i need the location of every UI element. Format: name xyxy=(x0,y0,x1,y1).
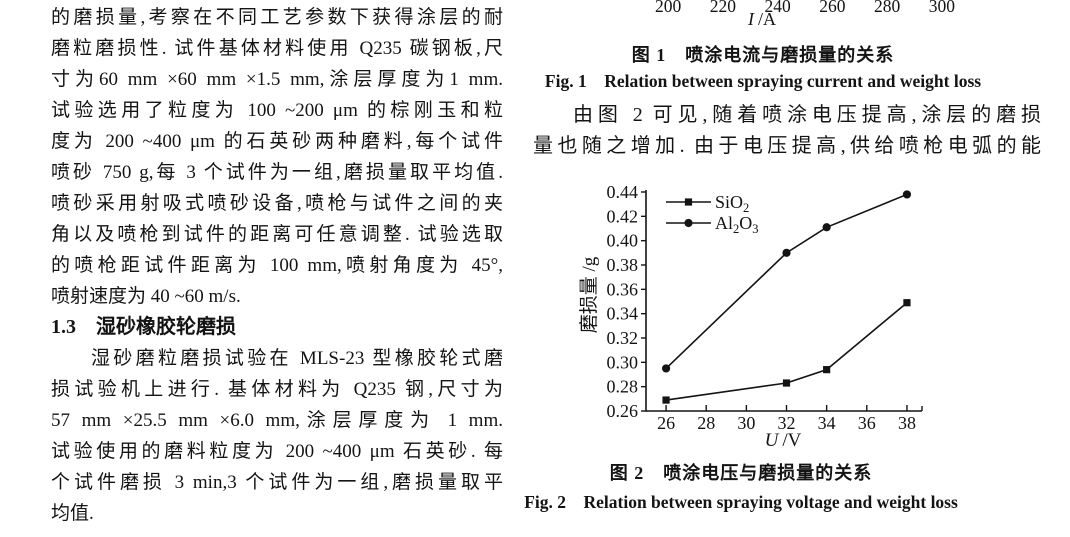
x-tick-label: 28 xyxy=(697,413,715,433)
point-Al2O3 xyxy=(822,223,831,232)
text-line: 喷射速度为 40 ~60 m/s. xyxy=(51,286,241,307)
fig2-caption-zh: 图 2 喷涂电压与磨损量的关系 xyxy=(609,463,873,483)
y-tick-label: 0.26 xyxy=(607,401,639,421)
fig1-x-tick-label: 200 xyxy=(655,0,682,16)
y-tick-label: 0.32 xyxy=(607,328,639,348)
fig1-x-tick-label: 260 xyxy=(819,0,846,16)
text-line: 均值. xyxy=(51,503,94,524)
y-tick-label: 0.30 xyxy=(607,352,639,372)
text-line: 量也随之增加. 由于电压提高,供给喷枪电弧的能 xyxy=(533,135,1041,157)
y-tick-label: 0.28 xyxy=(607,377,639,397)
point-SiO2 xyxy=(782,379,791,387)
x-tick-label: 30 xyxy=(737,413,755,433)
text-line: 度为 200 ~400 μm 的石英砂两种磨料,每个试件 xyxy=(51,131,503,152)
x-tick-label: 26 xyxy=(657,413,675,433)
x-axis-title: U/V xyxy=(765,430,802,451)
text-line: 个试件磨损 3 min,3 个试件为一组,磨损量取平 xyxy=(51,472,503,493)
point-Al2O3 xyxy=(902,190,912,199)
text-line: 的喷枪距试件距离为 100 mm,喷射角度为 45°, xyxy=(51,255,503,276)
text-line: 喷砂 750 g,每 3 个试件为一组,磨损量取平均值. xyxy=(51,162,503,183)
x-tick-label: 32 xyxy=(778,413,796,433)
text-line: 试验选用了粒度为 100 ~200 μm 的棕刚玉和粒 xyxy=(51,100,503,121)
y-tick-label: 0.44 xyxy=(607,183,639,202)
fig1-caption-zh: 图 1 喷涂电流与磨损量的关系 xyxy=(631,45,895,65)
fig1-x-tick-label: 220 xyxy=(709,0,736,16)
section-heading: 1.3 湿砂橡胶轮磨损 xyxy=(51,316,236,338)
fig1-axis-symbol: I xyxy=(748,9,754,29)
text-line: 角以及喷枪到试件的距离可任意调整. 试验选取 xyxy=(51,224,503,245)
x-tick-label: 36 xyxy=(858,413,876,433)
point-SiO2 xyxy=(903,299,911,307)
fig1-x-tick-label: 240 xyxy=(764,0,791,16)
y-axis-title: 磨损量 /g xyxy=(578,256,600,333)
legend-label-SiO2: SiO2 xyxy=(715,192,749,215)
fig1-x-tick-labels: 200 220 240 260 280 300 xyxy=(655,0,955,16)
y-tick-label: 0.36 xyxy=(607,279,639,299)
fig1-x-tick-label: 300 xyxy=(928,0,955,16)
fig1-x-axis-title: I/A xyxy=(732,9,792,29)
x-tick-label: 38 xyxy=(898,413,916,433)
y-tick-label: 0.38 xyxy=(607,255,639,275)
point-SiO2 xyxy=(823,366,831,374)
text-line: 喷砂采用射吸式喷砂设备,喷枪与试件之间的夹 xyxy=(51,193,503,214)
right-paragraph: 由图 2 可见,随着喷涂电压提高,涂层的磨损 量也随之增加. 由于电压提高,供给… xyxy=(533,100,1041,162)
point-SiO2 xyxy=(662,396,670,404)
y-tick-label: 0.42 xyxy=(607,206,639,226)
text-line: 的磨损量,考察在不同工艺参数下获得涂层的耐 xyxy=(51,7,503,28)
fig1-x-tick-label: 280 xyxy=(874,0,901,16)
series-line-Al2O3 xyxy=(665,193,908,369)
legend-marker-SiO2 xyxy=(684,198,693,206)
series-line-SiO2 xyxy=(665,302,908,401)
y-tick-label: 0.34 xyxy=(607,304,639,324)
y-tick-label: 0.40 xyxy=(607,231,639,251)
fig2-chart: 26 28 30 32 34 36 38 0.26 0.28 0.30 0.32 0.34 0.36 0.… xyxy=(578,183,923,451)
text-line: 湿砂磨粒磨损试验在 MLS-23 型橡胶轮式磨 xyxy=(91,348,503,369)
left-column: 的磨损量,考察在不同工艺参数下获得涂层的耐 磨粒磨损性. 试件基体材料使用 Q2… xyxy=(51,2,503,529)
text-line: 试验使用的磨料粒度为 200 ~400 μm 石英砂. 每 xyxy=(51,441,503,462)
fig1-axis-unit: /A xyxy=(758,9,776,29)
fig1-caption-en: Fig. 1 Relation between spraying current… xyxy=(544,71,982,91)
text-line: 磨粒磨损性. 试件基体材料使用 Q235 碳钢板,尺 xyxy=(51,38,503,59)
text-line: 57 mm ×25.5 mm ×6.0 mm,涂层厚度为 1 mm. xyxy=(51,410,503,431)
point-Al2O3 xyxy=(661,364,671,373)
point-Al2O3 xyxy=(782,248,791,257)
text-line: 由图 2 可见,随着喷涂电压提高,涂层的磨损 xyxy=(573,104,1041,126)
legend-label-Al2O3: Al2O3 xyxy=(715,213,759,236)
fig2-caption-en: Fig. 2 Relation between spraying voltage… xyxy=(524,492,958,512)
text-line: 寸为60 mm ×60 mm ×1.5 mm,涂层厚度为1 mm. xyxy=(51,69,503,90)
legend-marker-Al2O3 xyxy=(684,218,693,228)
text-line: 损试验机上进行. 基体材料为 Q235 钢,尺寸为 xyxy=(51,379,503,400)
x-tick-label: 34 xyxy=(818,413,836,433)
